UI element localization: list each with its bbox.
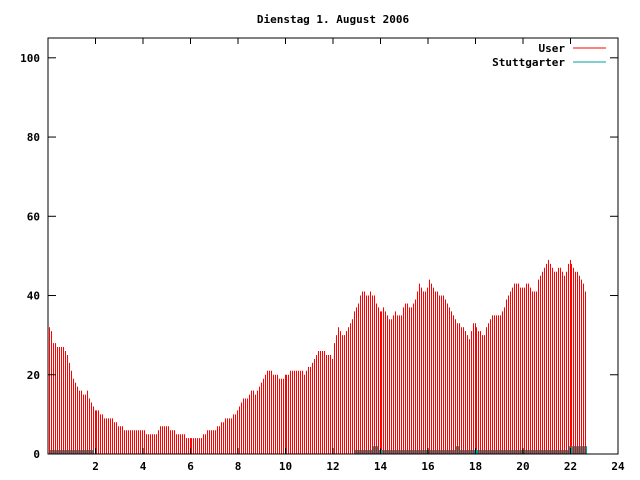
x-tick-label: 12 xyxy=(326,460,339,473)
bars-layer xyxy=(49,259,587,454)
x-tick-label: 24 xyxy=(611,460,625,473)
legend: User Stuttgarter xyxy=(492,42,606,69)
y-tick-label: 0 xyxy=(33,448,40,461)
x-tick-label: 22 xyxy=(564,460,577,473)
plot-frame xyxy=(47,37,619,455)
y-tick-label: 40 xyxy=(27,290,40,303)
x-tick-label: 8 xyxy=(235,460,242,473)
y-tick-label: 80 xyxy=(27,131,40,144)
y-tick-label: 20 xyxy=(27,369,40,382)
x-tick-label: 14 xyxy=(374,460,388,473)
x-tick-label: 10 xyxy=(279,460,292,473)
x-tick-label: 16 xyxy=(421,460,435,473)
y-tick-label: 100 xyxy=(20,52,40,65)
legend-label-user: User xyxy=(539,42,566,55)
legend-label-stuttgarter: Stuttgarter xyxy=(492,56,565,69)
x-tick-label: 20 xyxy=(516,460,529,473)
chart-title: Dienstag 1. August 2006 xyxy=(257,13,410,26)
y-tick-label: 60 xyxy=(27,210,40,223)
x-tick-label: 6 xyxy=(187,460,194,473)
x-tick-label: 2 xyxy=(92,460,99,473)
x-tick-label: 4 xyxy=(140,460,147,473)
x-tick-label: 18 xyxy=(469,460,482,473)
